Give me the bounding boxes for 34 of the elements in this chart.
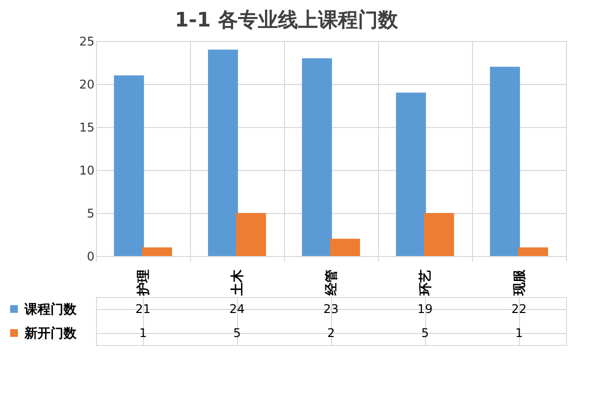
bar: [396, 92, 426, 256]
chart-title: 1-1 各专业线上课程门数: [174, 8, 399, 32]
x-tick-label: 护理: [136, 270, 152, 296]
x-tick-label: 土木: [230, 268, 246, 296]
y-tick-label: 0: [86, 250, 94, 264]
y-tick-label: 5: [86, 206, 94, 220]
bar: [208, 50, 238, 256]
data-label: 5: [421, 326, 429, 340]
bar: [236, 213, 266, 256]
x-tick-label: 环艺: [418, 270, 434, 296]
x-tick-label: 现服: [512, 268, 528, 296]
bar: [114, 75, 144, 256]
legend-label: 课程门数: [24, 302, 78, 318]
legend-label: 新开门数: [24, 326, 78, 342]
y-tick-label: 10: [79, 164, 94, 178]
data-label: 5: [233, 326, 241, 340]
bar: [302, 58, 332, 256]
y-tick-label: 15: [79, 120, 94, 134]
data-label: 22: [511, 302, 527, 316]
data-label: 1: [515, 326, 523, 340]
y-tick-label: 25: [79, 34, 94, 48]
bar: [490, 66, 520, 256]
bar: [518, 247, 548, 256]
data-label: 21: [135, 302, 151, 316]
y-tick-label: 20: [79, 78, 94, 92]
bar: [330, 238, 360, 256]
data-label: 2: [327, 326, 335, 340]
x-tick-label: 经管: [324, 270, 340, 296]
bar: [142, 247, 172, 256]
data-label: 23: [323, 302, 339, 316]
data-label: 1: [139, 326, 147, 340]
data-label: 24: [229, 302, 245, 316]
bar: [424, 213, 454, 256]
data-label: 19: [417, 302, 433, 316]
